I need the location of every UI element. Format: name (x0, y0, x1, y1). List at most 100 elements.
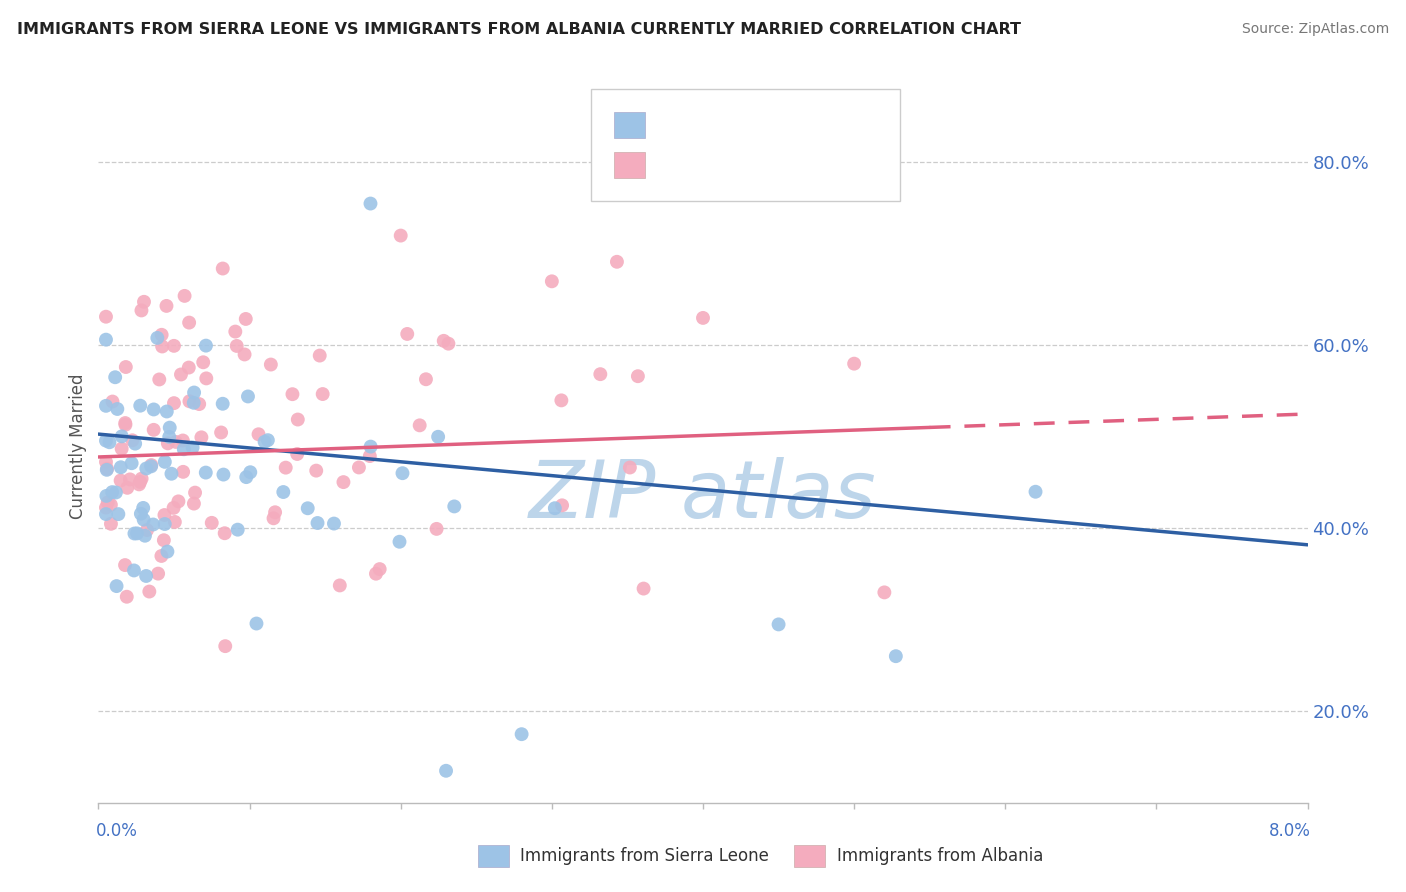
Point (193, 355, 215, 369)
Point (110, 460, 132, 475)
Point (156, 436, 179, 450)
Point (163, 515, 186, 529)
Point (153, 516, 176, 531)
Point (135, 461, 157, 475)
Point (844, 357, 866, 371)
Point (111, 442, 134, 456)
Y-axis label: Currently Married: Currently Married (69, 373, 87, 519)
Point (156, 404, 179, 418)
Point (236, 389, 259, 403)
Point (121, 456, 143, 470)
Text: Immigrants from Sierra Leone: Immigrants from Sierra Leone (520, 847, 769, 865)
Point (114, 558, 136, 572)
Point (347, 460, 370, 475)
Point (163, 396, 186, 410)
Text: Source: ZipAtlas.com: Source: ZipAtlas.com (1241, 22, 1389, 37)
Point (332, 475, 354, 489)
Point (194, 466, 217, 480)
Point (544, 501, 567, 516)
Text: IMMIGRANTS FROM SIERRA LEONE VS IMMIGRANTS FROM ALBANIA CURRENTLY MARRIED CORREL: IMMIGRANTS FROM SIERRA LEONE VS IMMIGRAN… (17, 22, 1021, 37)
Point (510, 727, 533, 741)
Point (768, 617, 790, 632)
Point (129, 399, 152, 413)
Point (312, 387, 335, 401)
Point (132, 513, 155, 527)
Point (437, 336, 460, 351)
Point (224, 325, 246, 339)
Point (173, 289, 195, 303)
Point (162, 500, 184, 515)
Point (1025, 484, 1047, 499)
Point (589, 367, 612, 381)
Point (173, 442, 195, 457)
Text: ZIP atlas: ZIP atlas (529, 457, 877, 535)
Point (97, 495, 120, 509)
Point (129, 507, 152, 521)
Point (111, 429, 134, 443)
Point (195, 371, 218, 385)
Point (94, 310, 117, 324)
Point (211, 397, 233, 411)
Point (606, 254, 628, 268)
Point (181, 441, 204, 455)
Point (114, 416, 136, 430)
Point (415, 372, 437, 386)
Point (122, 564, 145, 578)
Point (165, 434, 187, 449)
Point (426, 522, 449, 536)
Text: 99: 99 (817, 156, 842, 174)
Point (359, 449, 381, 463)
Point (150, 339, 173, 353)
Point (94, 455, 117, 469)
Text: 0.099: 0.099 (702, 156, 758, 174)
Point (128, 477, 150, 491)
Point (226, 523, 249, 537)
Point (239, 465, 262, 479)
Point (138, 584, 160, 599)
Text: 8.0%: 8.0% (1268, 822, 1310, 840)
Point (179, 394, 201, 409)
Text: Immigrants from Albania: Immigrants from Albania (837, 847, 1043, 865)
Point (225, 339, 247, 353)
Point (167, 494, 190, 508)
Point (551, 499, 574, 513)
Point (153, 455, 176, 469)
Point (129, 475, 152, 489)
Point (184, 485, 207, 500)
Point (100, 516, 122, 531)
Text: R =: R = (659, 156, 699, 174)
Point (121, 434, 143, 448)
Point (692, 310, 714, 325)
Point (247, 427, 270, 442)
Point (408, 418, 430, 433)
Point (150, 327, 173, 342)
Text: R =: R = (659, 116, 699, 134)
Point (107, 507, 129, 521)
Point (105, 579, 128, 593)
Point (148, 372, 170, 386)
Point (170, 368, 193, 382)
Point (117, 481, 139, 495)
Point (159, 420, 181, 434)
Point (212, 467, 235, 482)
Point (550, 393, 572, 408)
Point (183, 385, 205, 400)
Point (94, 333, 117, 347)
Point (211, 261, 233, 276)
Point (146, 331, 169, 345)
Point (201, 516, 224, 530)
Point (368, 562, 391, 576)
Point (96, 489, 118, 503)
Point (443, 500, 465, 514)
Point (101, 485, 124, 500)
Point (308, 349, 330, 363)
Point (264, 505, 287, 519)
Point (433, 334, 456, 348)
Point (124, 526, 146, 541)
Point (104, 485, 127, 500)
Point (253, 434, 276, 449)
Point (297, 501, 319, 516)
Point (287, 412, 309, 426)
Point (142, 423, 165, 437)
Point (110, 474, 132, 488)
